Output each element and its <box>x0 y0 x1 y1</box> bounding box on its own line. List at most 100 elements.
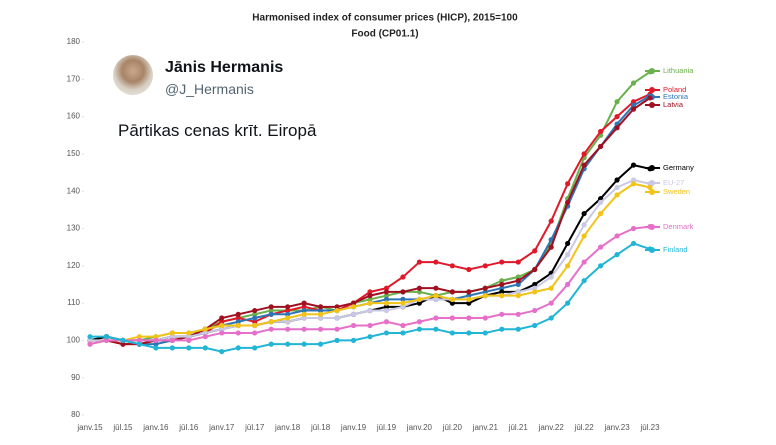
point <box>630 80 637 86</box>
point <box>301 326 307 332</box>
point <box>416 259 423 265</box>
x-tick-label: janv.20 <box>406 423 433 432</box>
y-tick-label: 130 <box>67 224 81 233</box>
point <box>548 274 554 280</box>
point <box>367 307 373 314</box>
point <box>383 300 390 306</box>
x-tick-label: jūl.17 <box>244 423 265 432</box>
point <box>515 311 521 317</box>
point <box>433 259 439 265</box>
point <box>466 293 472 299</box>
point <box>383 330 390 336</box>
point <box>153 334 159 340</box>
point <box>499 326 505 332</box>
point <box>87 334 93 340</box>
point <box>400 296 406 302</box>
point <box>565 252 571 258</box>
point <box>186 334 192 340</box>
point <box>252 330 258 336</box>
x-tick-label: jūl.20 <box>442 423 463 432</box>
legend-label: Sweden <box>663 187 690 196</box>
point <box>433 315 439 321</box>
point <box>400 330 406 336</box>
avatar <box>113 55 153 95</box>
point <box>449 330 455 336</box>
point <box>334 315 340 321</box>
point <box>565 281 571 288</box>
point <box>614 233 620 239</box>
x-tick-label: jūl.19 <box>376 423 397 432</box>
point <box>301 341 307 347</box>
author-name[interactable]: Jānis Hermanis <box>165 59 284 76</box>
point <box>383 319 390 325</box>
point <box>120 337 126 343</box>
point <box>285 307 291 314</box>
point <box>268 341 274 347</box>
point <box>169 334 175 340</box>
point <box>367 293 373 299</box>
point <box>614 114 620 120</box>
point <box>87 341 93 347</box>
point <box>285 304 291 310</box>
point <box>317 311 324 317</box>
point <box>515 293 521 299</box>
point <box>548 218 554 224</box>
point <box>136 337 143 343</box>
point <box>120 341 126 347</box>
point <box>367 289 373 295</box>
x-tick-label: jūl.23 <box>639 423 660 432</box>
point <box>235 319 241 325</box>
point <box>482 293 488 299</box>
point <box>532 322 538 329</box>
point <box>482 330 488 336</box>
point <box>317 315 324 321</box>
point <box>581 278 587 284</box>
point <box>499 278 505 284</box>
point <box>317 304 324 310</box>
point <box>433 326 439 332</box>
point <box>581 210 587 217</box>
point <box>647 184 653 191</box>
point <box>186 337 192 343</box>
point <box>482 285 488 291</box>
point <box>202 334 208 340</box>
point <box>499 281 505 288</box>
point <box>383 304 390 310</box>
point <box>400 289 406 295</box>
point <box>103 337 110 343</box>
point <box>235 311 241 317</box>
point <box>466 296 472 302</box>
point <box>87 337 93 343</box>
point <box>597 210 604 217</box>
point <box>433 285 439 291</box>
point <box>136 334 143 340</box>
point <box>581 233 587 239</box>
point <box>614 177 620 183</box>
point <box>285 326 291 332</box>
point <box>153 345 159 351</box>
point <box>383 289 390 295</box>
legend-marker <box>649 180 655 186</box>
x-tick-label: janv.22 <box>538 423 565 432</box>
point <box>400 322 406 329</box>
point <box>565 240 571 247</box>
y-tick-label: 140 <box>67 186 81 195</box>
point <box>630 181 637 187</box>
point <box>350 300 357 306</box>
legend-marker <box>649 247 655 253</box>
point <box>334 307 340 314</box>
legend-marker <box>649 224 655 230</box>
point <box>219 315 225 321</box>
point <box>449 289 455 295</box>
x-tick-label: janv.16 <box>142 423 169 432</box>
legend-marker <box>649 87 655 93</box>
y-tick-label: 170 <box>67 74 81 83</box>
x-tick-label: janv.19 <box>340 423 367 432</box>
y-tick-label: 90 <box>71 373 80 382</box>
point <box>252 319 258 325</box>
point <box>268 304 274 310</box>
point <box>565 300 571 306</box>
point <box>630 225 637 232</box>
author-handle[interactable]: @J_Hermanis <box>165 81 254 97</box>
